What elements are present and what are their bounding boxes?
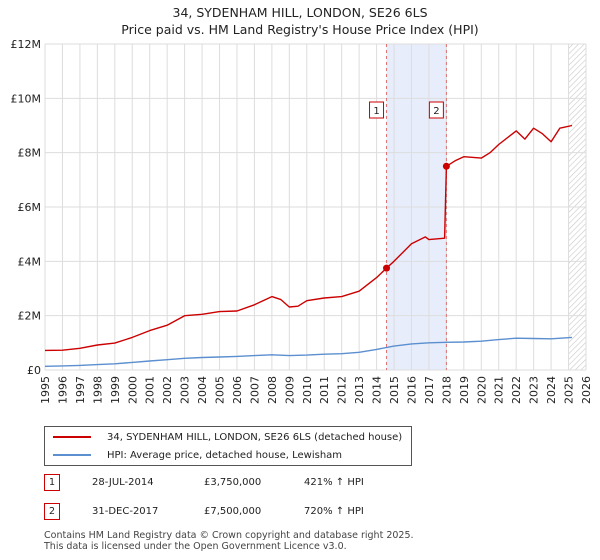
y-tick-label: £0 bbox=[27, 364, 41, 377]
footer: Contains HM Land Registry data © Crown c… bbox=[44, 530, 414, 552]
marker-box bbox=[428, 101, 444, 119]
marker-label: 2 bbox=[433, 106, 439, 117]
legend-hpi-label: HPI: Average price, detached house, Lewi… bbox=[107, 449, 343, 461]
legend-property-swatch bbox=[53, 436, 91, 438]
x-tick-label: 2025 bbox=[563, 376, 576, 404]
y-tick-label: £4M bbox=[18, 255, 42, 268]
x-tick-label: 2011 bbox=[318, 376, 331, 404]
x-tick-label: 2007 bbox=[248, 376, 261, 404]
x-tick-label: 2019 bbox=[458, 376, 471, 404]
x-tick-label: 1995 bbox=[39, 376, 52, 404]
x-tick-label: 1998 bbox=[91, 376, 104, 404]
chart-subtitle: Price paid vs. HM Land Registry's House … bbox=[121, 22, 479, 37]
property-price-line bbox=[44, 124, 573, 352]
x-tick-label: 2022 bbox=[510, 376, 523, 404]
x-tick-label: 2016 bbox=[405, 376, 418, 404]
x-tick-label: 2003 bbox=[179, 376, 192, 404]
transaction-price: £3,750,000 bbox=[204, 476, 262, 488]
legend-property-label: 34, SYDENHAM HILL, LONDON, SE26 6LS (det… bbox=[107, 431, 403, 443]
legend-hpi: HPI: Average price, detached house, Lewi… bbox=[53, 447, 342, 463]
transaction-date: 28-JUL-2014 bbox=[92, 476, 154, 488]
y-tick-label: £2M bbox=[18, 310, 42, 323]
marker-box bbox=[369, 101, 385, 119]
marker-label: 1 bbox=[373, 106, 379, 117]
hpi-line bbox=[44, 336, 573, 367]
x-tick-label: 1996 bbox=[56, 376, 69, 404]
y-tick-label: £10M bbox=[11, 92, 42, 105]
x-tick-label: 2012 bbox=[336, 376, 349, 404]
sale-point bbox=[383, 264, 391, 272]
legend-hpi-swatch bbox=[53, 454, 91, 456]
x-tick-label: 2002 bbox=[161, 376, 174, 404]
chart-title: 34, SYDENHAM HILL, LONDON, SE26 6LS bbox=[172, 5, 428, 20]
x-tick-label: 2023 bbox=[528, 376, 541, 404]
x-tick-label: 2015 bbox=[388, 376, 401, 404]
x-tick-label: 2009 bbox=[283, 376, 296, 404]
x-tick-label: 2017 bbox=[423, 376, 436, 404]
x-tick-label: 2006 bbox=[231, 376, 244, 404]
x-tick-label: 2004 bbox=[196, 376, 209, 404]
transaction-row: 1 28-JUL-2014 £3,750,000 421% ↑ HPI bbox=[44, 473, 364, 491]
y-tick-label: £6M bbox=[18, 201, 42, 214]
legend: 34, SYDENHAM HILL, LONDON, SE26 6LS (det… bbox=[44, 426, 412, 466]
price-chart: £0 £2M £4M £6M £8M £10M £12M 1995 1996 1997 1998 19… bbox=[11, 38, 594, 404]
transaction-date: 31-DEC-2017 bbox=[92, 505, 159, 517]
transaction-price: £7,500,000 bbox=[204, 505, 262, 517]
sale-point bbox=[442, 162, 450, 170]
x-tick-label: 2008 bbox=[266, 376, 279, 404]
legend-property: 34, SYDENHAM HILL, LONDON, SE26 6LS (det… bbox=[53, 429, 402, 445]
x-tick-label: 2020 bbox=[475, 376, 488, 404]
transaction-hpi: 720% ↑ HPI bbox=[304, 505, 364, 517]
transaction-hpi: 421% ↑ HPI bbox=[304, 476, 364, 488]
x-tick-label: 1999 bbox=[109, 376, 122, 404]
x-tick-label: 2021 bbox=[493, 376, 506, 404]
x-tick-label: 1997 bbox=[74, 376, 87, 404]
y-tick-label: £12M bbox=[11, 38, 42, 51]
footer-line-2: This data is licensed under the Open Gov… bbox=[44, 541, 347, 552]
x-tick-label: 2001 bbox=[144, 376, 157, 404]
x-tick-label: 2000 bbox=[126, 376, 139, 404]
y-tick-label: £8M bbox=[18, 147, 42, 160]
transaction-badge: 2 bbox=[44, 502, 60, 520]
x-tick-label: 2013 bbox=[353, 376, 366, 404]
x-tick-label: 2026 bbox=[580, 376, 593, 404]
x-tick-label: 2005 bbox=[214, 376, 227, 404]
x-tick-label: 2014 bbox=[371, 376, 384, 404]
x-tick-label: 2024 bbox=[545, 376, 558, 404]
transaction-badge: 1 bbox=[44, 473, 60, 491]
footer-line-1: Contains HM Land Registry data © Crown c… bbox=[44, 530, 414, 541]
x-tick-label: 2018 bbox=[440, 376, 453, 404]
transaction-row: 2 31-DEC-2017 £7,500,000 720% ↑ HPI bbox=[44, 502, 364, 520]
x-tick-label: 2010 bbox=[301, 376, 314, 404]
